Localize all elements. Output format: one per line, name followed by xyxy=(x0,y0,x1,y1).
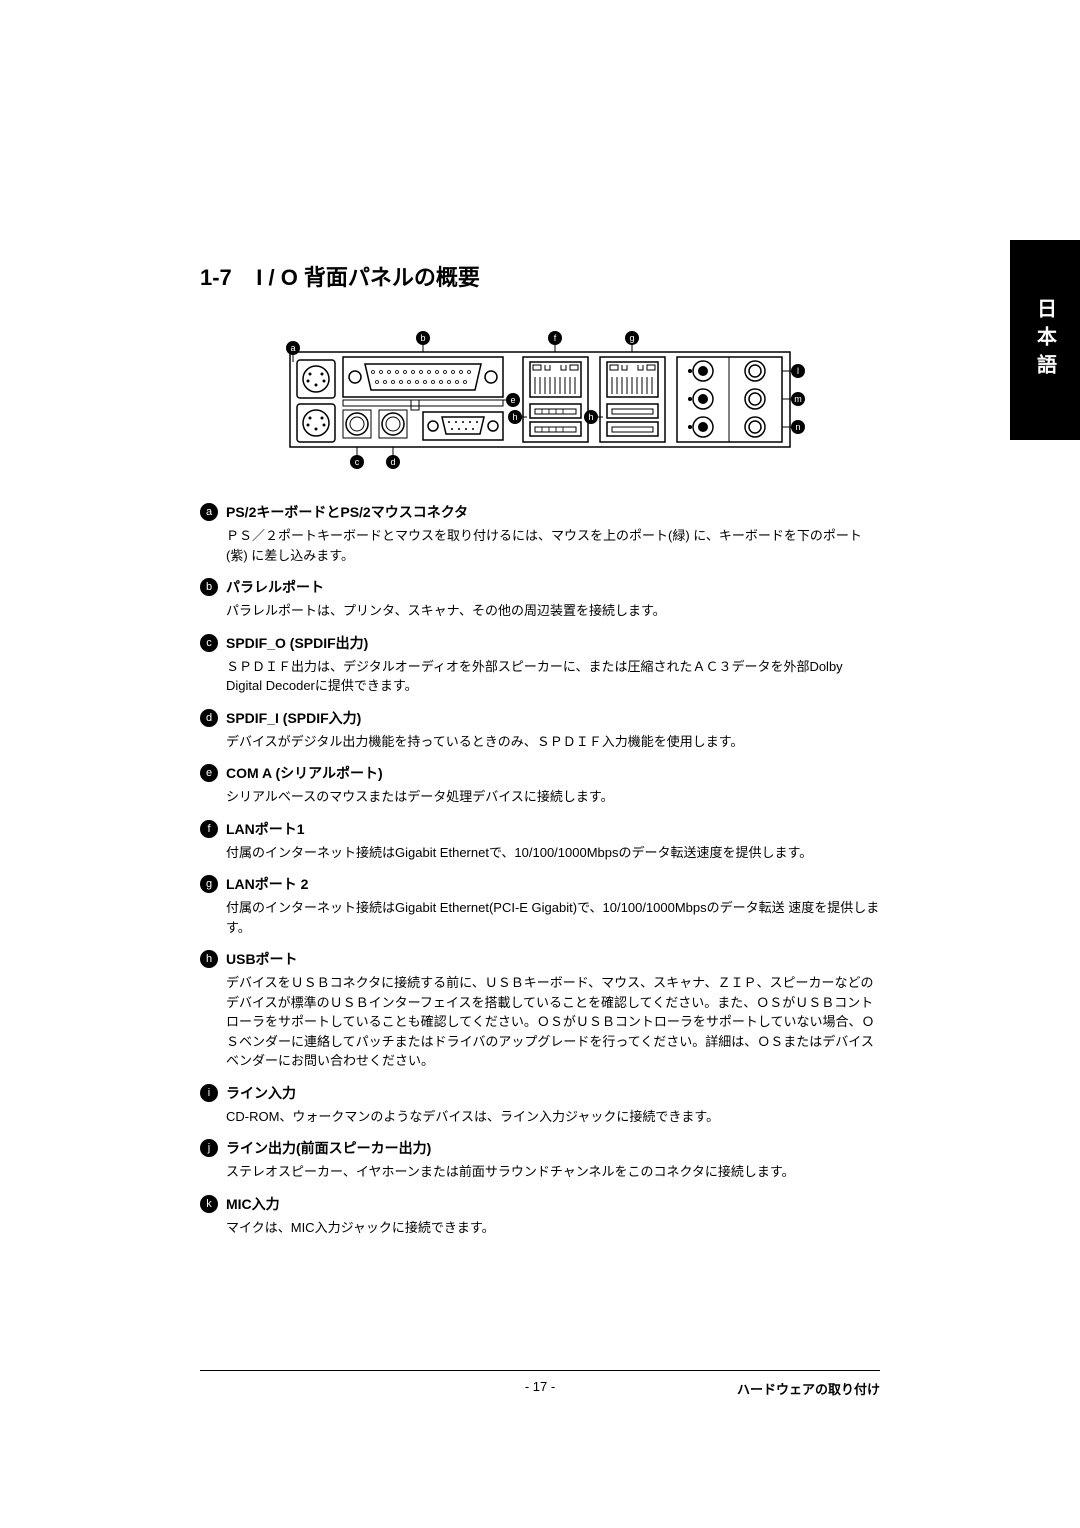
item-desc: マイクは、MIC入力ジャックに接続できます。 xyxy=(226,1218,880,1238)
item-content: SPDIF_I (SPDIF入力) デバイスがデジタル出力機能を持っているときの… xyxy=(226,708,880,752)
item-marker: k xyxy=(200,1195,218,1213)
item-desc: デバイスがデジタル出力機能を持っているときのみ、ＳＰＤＩＦ入力機能を使用します。 xyxy=(226,732,880,752)
svg-text:n: n xyxy=(795,422,800,432)
item-content: SPDIF_O (SPDIF出力) ＳＰＤＩＦ出力は、デジタルオーディオを外部ス… xyxy=(226,633,880,696)
item-title: LANポート 2 xyxy=(226,874,880,894)
item-content: ライン入力 CD-ROM、ウォークマンのようなデバイスは、ライン入力ジャックに接… xyxy=(226,1083,880,1127)
section-number: 1-7 xyxy=(200,265,232,290)
connector-list: a PS/2キーボードとPS/2マウスコネクタ ＰＳ／２ポートキーボードとマウス… xyxy=(200,502,880,1237)
item-desc: シリアルベースのマウスまたはデータ処理デバイスに接続します。 xyxy=(226,787,880,807)
item-marker: d xyxy=(200,709,218,727)
list-item: f LANポート1 付属のインターネット接続はGigabit Ethernetで… xyxy=(200,819,880,863)
svg-text:g: g xyxy=(629,333,634,343)
item-title: MIC入力 xyxy=(226,1194,880,1214)
item-content: LANポート1 付属のインターネット接続はGigabit Ethernetで、1… xyxy=(226,819,880,863)
item-content: パラレルポート パラレルポートは、プリンタ、スキャナ、その他の周辺装置を接続しま… xyxy=(226,577,880,621)
item-desc: デバイスをＵＳＢコネクタに接続する前に、ＵＳＢキーボード、マウス、スキャナ、ＺＩ… xyxy=(226,973,880,1071)
item-desc: ステレオスピーカー、イヤホーンまたは前面サラウンドチャンネルをこのコネクタに接続… xyxy=(226,1162,880,1182)
io-panel-diagram: a b c d e f g h xyxy=(265,322,815,472)
page-number: - 17 - xyxy=(525,1379,555,1394)
item-title: COM A (シリアルポート) xyxy=(226,763,880,783)
section-title: 1-7 I / O 背面パネルの概要 xyxy=(200,260,880,292)
footer-label: ハードウェアの取り付け xyxy=(737,1379,880,1398)
item-desc: 付属のインターネット接続はGigabit Ethernetで、10/100/10… xyxy=(226,843,880,863)
item-marker: a xyxy=(200,503,218,521)
item-marker: c xyxy=(200,634,218,652)
list-item: k MIC入力 マイクは、MIC入力ジャックに接続できます。 xyxy=(200,1194,880,1238)
item-marker: j xyxy=(200,1139,218,1157)
svg-text:h: h xyxy=(588,412,593,422)
svg-text:l: l xyxy=(797,366,799,376)
item-desc: パラレルポートは、プリンタ、スキャナ、その他の周辺装置を接続します。 xyxy=(226,601,880,621)
item-content: COM A (シリアルポート) シリアルベースのマウスまたはデータ処理デバイスに… xyxy=(226,763,880,807)
item-desc: ＳＰＤＩＦ出力は、デジタルオーディオを外部スピーカーに、または圧縮されたＡＣ３デ… xyxy=(226,657,880,696)
io-panel-svg: a b c d e f g h xyxy=(265,322,815,472)
svg-text:m: m xyxy=(794,394,802,404)
list-item: e COM A (シリアルポート) シリアルベースのマウスまたはデータ処理デバイ… xyxy=(200,763,880,807)
list-item: h USBポート デバイスをＵＳＢコネクタに接続する前に、ＵＳＢキーボード、マウ… xyxy=(200,949,880,1071)
item-content: MIC入力 マイクは、MIC入力ジャックに接続できます。 xyxy=(226,1194,880,1238)
svg-text:c: c xyxy=(355,457,360,467)
item-marker: f xyxy=(200,820,218,838)
item-content: ライン出力(前面スピーカー出力) ステレオスピーカー、イヤホーンまたは前面サラウ… xyxy=(226,1138,880,1182)
item-content: PS/2キーボードとPS/2マウスコネクタ ＰＳ／２ポートキーボードとマウスを取… xyxy=(226,502,880,565)
item-desc: CD-ROM、ウォークマンのようなデバイスは、ライン入力ジャックに接続できます。 xyxy=(226,1107,880,1127)
item-desc: 付属のインターネット接続はGigabit Ethernet(PCI-E Giga… xyxy=(226,898,880,937)
item-content: LANポート 2 付属のインターネット接続はGigabit Ethernet(P… xyxy=(226,874,880,937)
list-item: c SPDIF_O (SPDIF出力) ＳＰＤＩＦ出力は、デジタルオーディオを外… xyxy=(200,633,880,696)
svg-text:e: e xyxy=(510,395,515,405)
svg-text:b: b xyxy=(420,333,425,343)
item-title: SPDIF_O (SPDIF出力) xyxy=(226,633,880,653)
main-content: 1-7 I / O 背面パネルの概要 xyxy=(200,260,880,1249)
item-title: USBポート xyxy=(226,949,880,969)
item-marker: g xyxy=(200,875,218,893)
item-title: ライン入力 xyxy=(226,1083,880,1103)
page-footer: - 17 - ハードウェアの取り付け xyxy=(200,1370,880,1398)
item-marker: b xyxy=(200,578,218,596)
list-item: i ライン入力 CD-ROM、ウォークマンのようなデバイスは、ライン入力ジャック… xyxy=(200,1083,880,1127)
section-heading: I / O 背面パネルの概要 xyxy=(256,265,480,290)
item-title: LANポート1 xyxy=(226,819,880,839)
item-title: SPDIF_I (SPDIF入力) xyxy=(226,708,880,728)
list-item: j ライン出力(前面スピーカー出力) ステレオスピーカー、イヤホーンまたは前面サ… xyxy=(200,1138,880,1182)
list-item: a PS/2キーボードとPS/2マウスコネクタ ＰＳ／２ポートキーボードとマウス… xyxy=(200,502,880,565)
item-content: USBポート デバイスをＵＳＢコネクタに接続する前に、ＵＳＢキーボード、マウス、… xyxy=(226,949,880,1071)
item-desc: ＰＳ／２ポートキーボードとマウスを取り付けるには、マウスを上のポート(緑) に、… xyxy=(226,526,880,565)
svg-text:a: a xyxy=(290,343,295,353)
svg-text:d: d xyxy=(390,457,395,467)
item-marker: e xyxy=(200,764,218,782)
item-marker: h xyxy=(200,950,218,968)
list-item: g LANポート 2 付属のインターネット接続はGigabit Ethernet… xyxy=(200,874,880,937)
svg-text:h: h xyxy=(512,412,517,422)
item-title: パラレルポート xyxy=(226,577,880,597)
item-title: ライン出力(前面スピーカー出力) xyxy=(226,1138,880,1158)
side-language-tab: 日本語 xyxy=(1010,240,1080,440)
list-item: b パラレルポート パラレルポートは、プリンタ、スキャナ、その他の周辺装置を接続… xyxy=(200,577,880,621)
list-item: d SPDIF_I (SPDIF入力) デバイスがデジタル出力機能を持っていると… xyxy=(200,708,880,752)
item-marker: i xyxy=(200,1084,218,1102)
item-title: PS/2キーボードとPS/2マウスコネクタ xyxy=(226,502,880,522)
